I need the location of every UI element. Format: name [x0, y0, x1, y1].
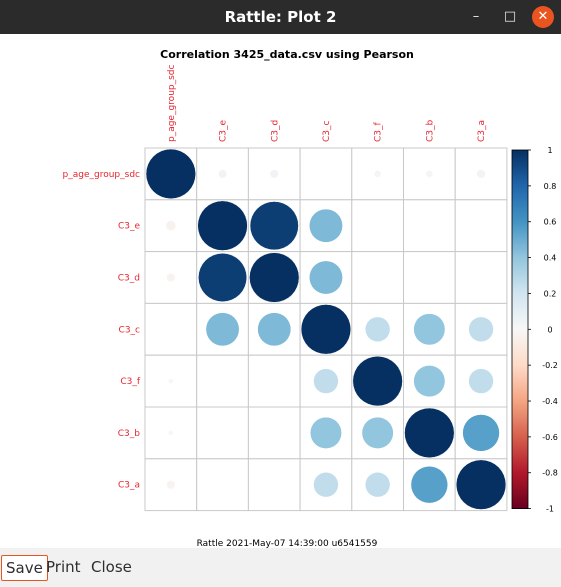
corr-circle: [166, 272, 176, 283]
colorbar-tick-label: 0.8: [544, 182, 557, 191]
corr-cell: [403, 251, 456, 304]
row-label: C3_a: [118, 481, 140, 491]
corr-circle: [468, 368, 494, 394]
colorbar-tick-label: -0.6: [542, 433, 558, 442]
corr-circle: [373, 170, 382, 178]
column-label: C3_d: [270, 120, 280, 142]
corr-circle: [313, 368, 339, 394]
corr-circle: [361, 416, 394, 449]
corr-circle: [476, 169, 486, 179]
corr-circle: [269, 169, 279, 179]
corr-cell: [403, 199, 456, 253]
colorbar-tick-label: 0.4: [544, 254, 557, 263]
button-bar: Save Print Close: [0, 548, 561, 587]
row-label: C3_b: [118, 429, 141, 439]
row-label: C3_e: [118, 222, 141, 232]
colorbar-tick-label: -1: [546, 505, 554, 514]
window-titlebar: Rattle: Plot 2 – □ ✕: [0, 0, 561, 34]
plot-area: Correlation 3425_data.csv using Pearson p…: [0, 34, 561, 548]
corr-cell: [144, 302, 198, 356]
corr-cell: [454, 251, 508, 304]
row-label: C3_f: [120, 377, 141, 387]
correlation-plot: Correlation 3425_data.csv using Pearson p…: [63, 48, 558, 548]
corr-circle: [165, 220, 177, 231]
colorbar-tick-label: -0.2: [542, 361, 558, 370]
colorbar: [511, 149, 529, 510]
corr-cell: [196, 406, 249, 460]
corr-circle: [205, 312, 240, 347]
corr-circle: [309, 416, 342, 449]
chart-title: Correlation 3425_data.csv using Pearson: [160, 48, 414, 61]
minimize-icon[interactable]: –: [472, 9, 480, 24]
corr-circle: [468, 316, 494, 342]
corr-cell: [196, 458, 249, 512]
corr-circle: [249, 252, 300, 303]
column-label: C3_b: [425, 119, 435, 142]
row-label: C3_c: [119, 325, 141, 335]
print-button[interactable]: Print: [46, 558, 81, 576]
corr-circle: [413, 313, 446, 346]
corr-cell: [196, 354, 249, 408]
plot-footer: Rattle 2021-May-07 14:39:00 u6541559: [197, 539, 378, 548]
colorbar-tick-label: 0: [547, 325, 552, 334]
corr-circle: [410, 466, 449, 504]
corr-circle: [168, 378, 174, 384]
corr-cell: [351, 251, 404, 304]
corr-circle: [404, 407, 455, 458]
corr-circle: [352, 356, 403, 407]
save-button[interactable]: Save: [1, 555, 48, 581]
corr-circle: [462, 414, 500, 452]
column-label: C3_c: [322, 120, 332, 142]
close-button[interactable]: Close: [91, 558, 132, 576]
corr-circle: [455, 459, 507, 510]
corr-circle: [217, 169, 228, 179]
row-label: p_age_group_sdc: [63, 170, 141, 180]
corr-circle: [198, 253, 248, 302]
maximize-icon[interactable]: □: [503, 9, 517, 24]
corr-cell: [299, 147, 353, 201]
corr-circle: [166, 480, 176, 490]
colorbar-tick-label: 0.2: [544, 289, 557, 298]
corr-circle: [145, 148, 196, 199]
column-label: C3_f: [374, 121, 384, 142]
corr-circle: [413, 365, 446, 398]
colorbar-tick-label: -0.8: [542, 469, 558, 478]
corr-cell: [247, 406, 301, 460]
close-window-icon[interactable]: ✕: [532, 6, 554, 28]
corr-cell: [351, 199, 404, 253]
corr-circle: [425, 170, 434, 178]
corr-circle: [364, 316, 391, 342]
window-title: Rattle: Plot 2: [224, 8, 337, 26]
corr-circle: [249, 201, 299, 251]
corr-cell: [454, 199, 508, 253]
corr-circle: [168, 430, 174, 436]
corr-circle: [300, 304, 352, 355]
corr-cell: [144, 458, 198, 512]
corr-circle: [197, 200, 248, 251]
row-label: C3_d: [118, 274, 140, 284]
corr-circle: [313, 472, 339, 498]
colorbar-tick-label: 1: [547, 146, 552, 155]
column-label: p_age_group_sdc: [167, 64, 177, 142]
colorbar-tick-label: -0.4: [542, 397, 558, 406]
corr-circle: [309, 208, 343, 243]
column-label: C3_a: [477, 120, 487, 142]
corr-circle: [364, 472, 391, 498]
column-label: C3_e: [219, 119, 229, 142]
corr-cell: [247, 458, 301, 512]
colorbar-tick-label: 0.6: [544, 218, 557, 227]
corr-circle: [309, 260, 343, 295]
corr-cell: [247, 354, 301, 408]
corr-circle: [257, 312, 292, 347]
